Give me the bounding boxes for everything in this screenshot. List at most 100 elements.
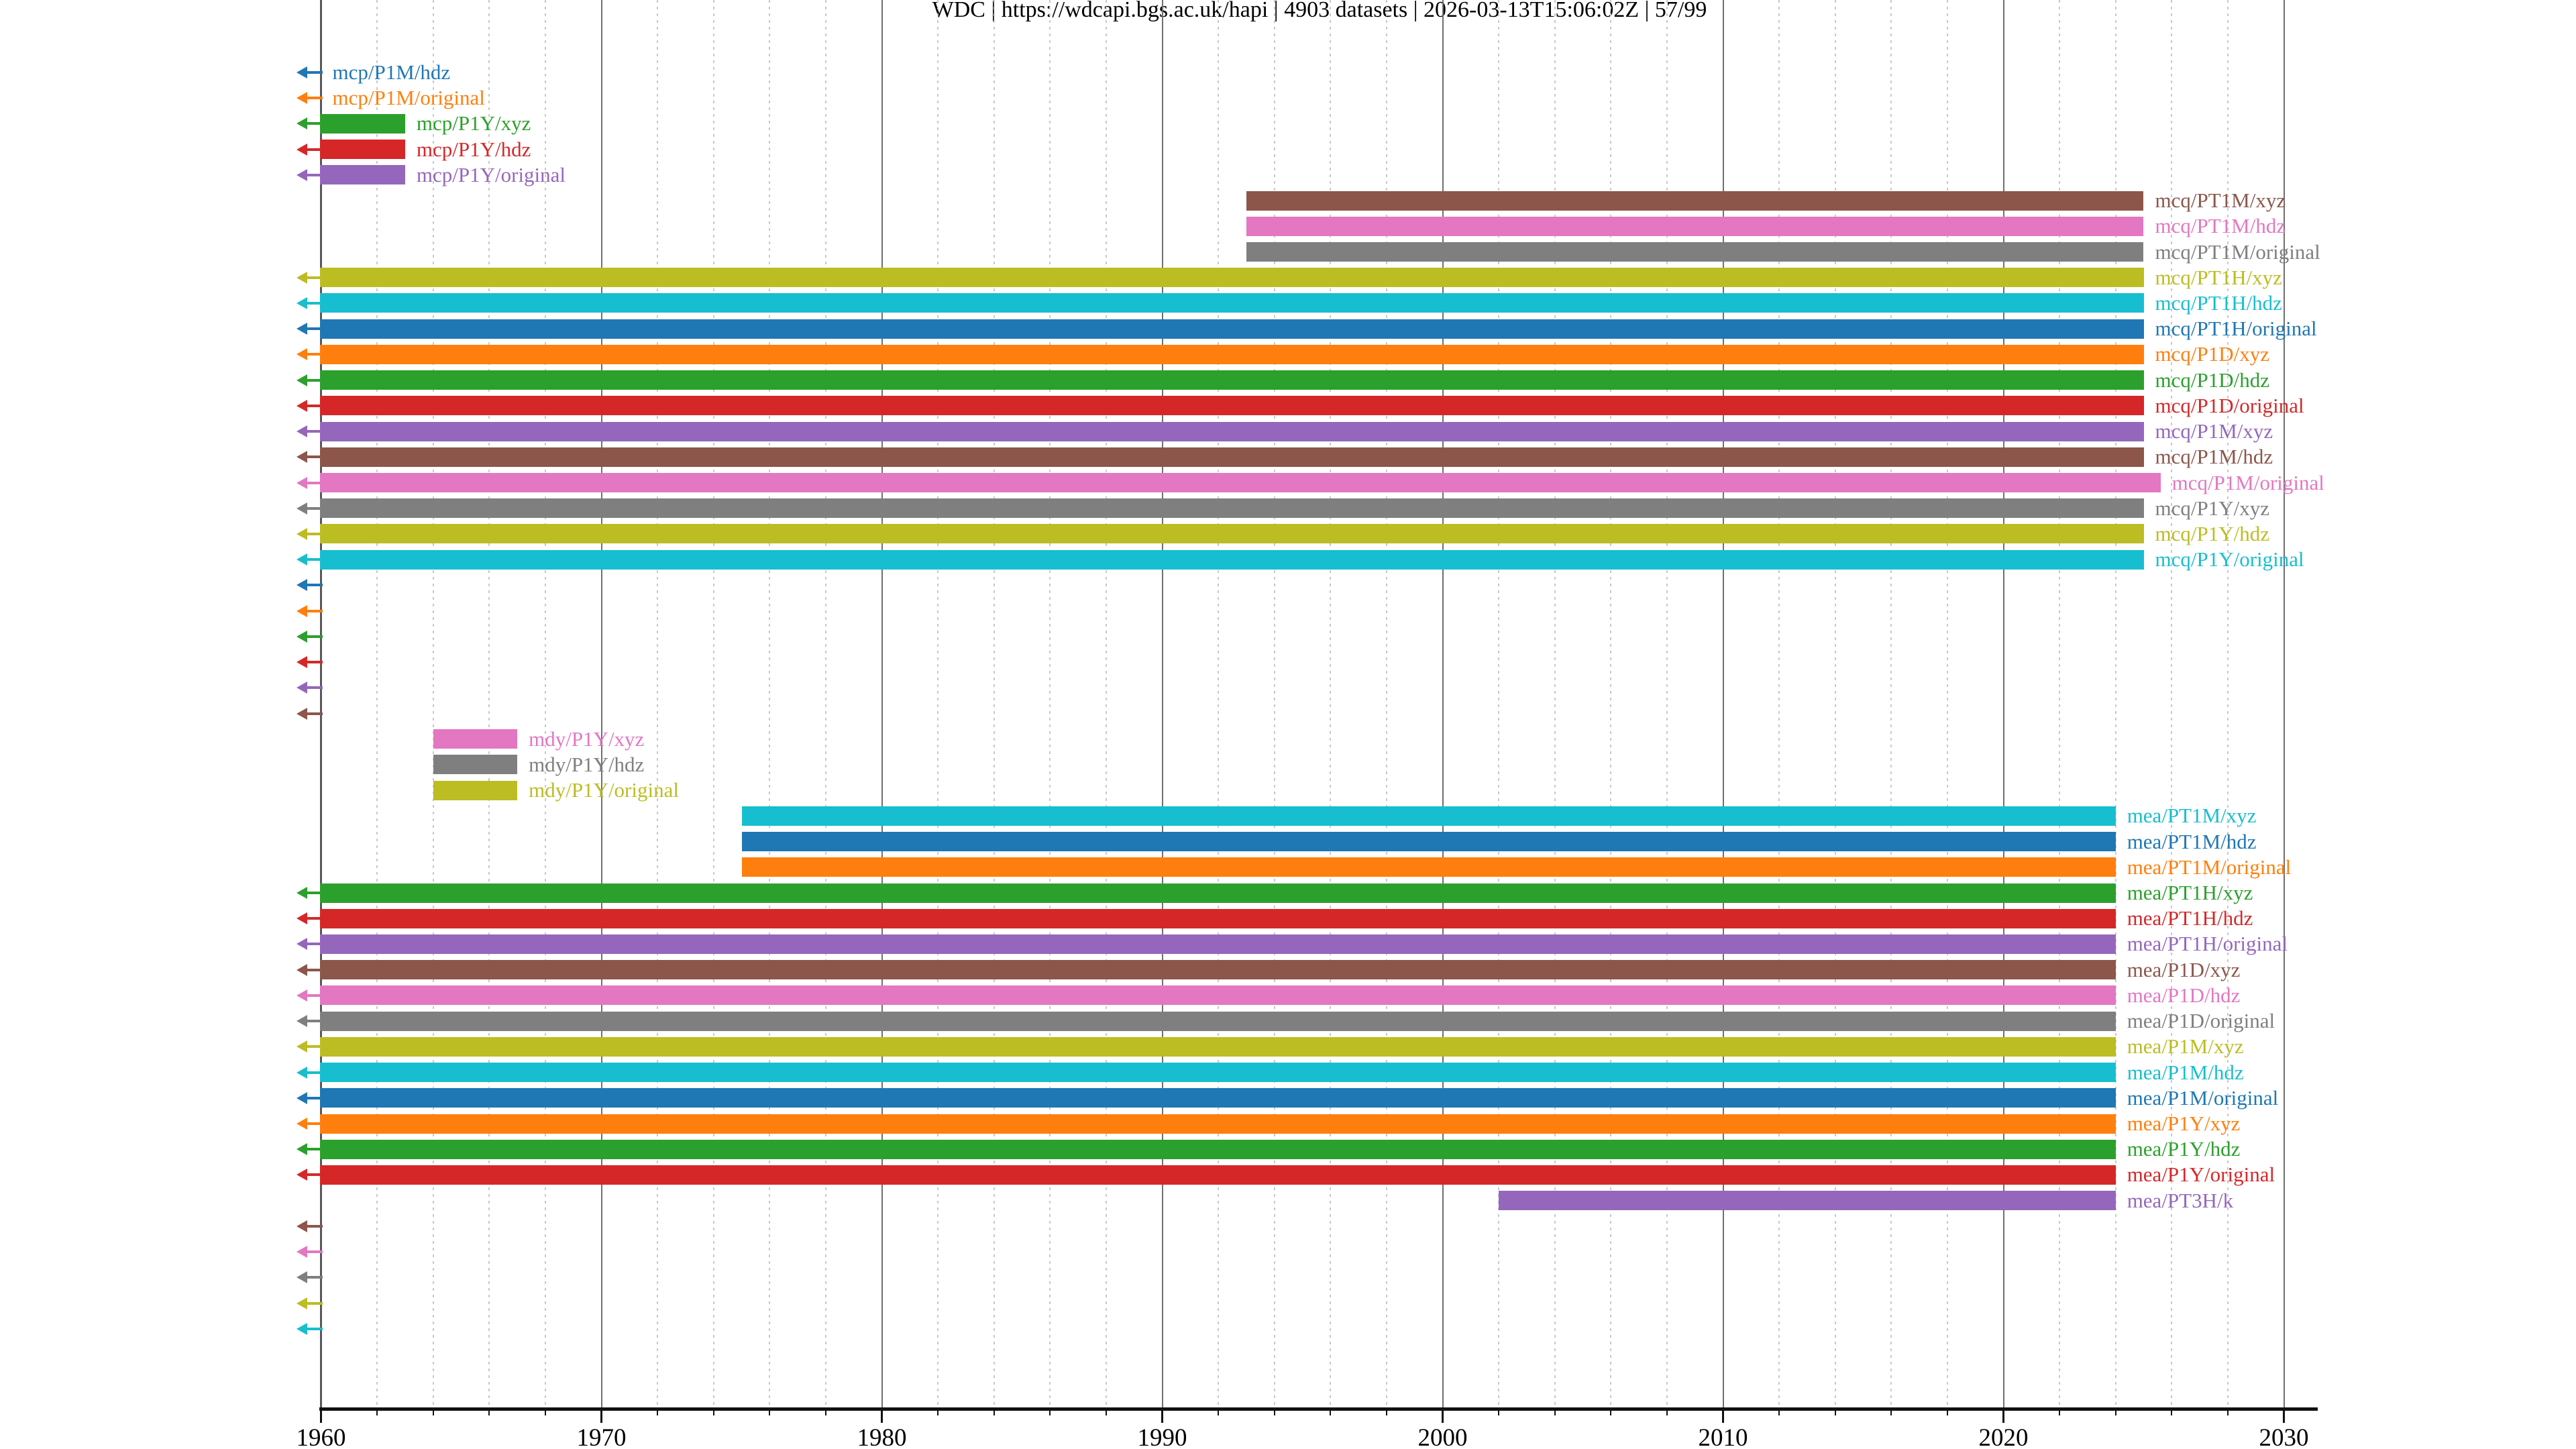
dataset-label: mcq/P1Y/original <box>2155 547 2304 572</box>
gridline-minor <box>2114 0 2116 1407</box>
left-arrow-icon <box>306 1045 323 1049</box>
dataset-bar <box>319 1088 2116 1108</box>
dataset-label: mea/P1Y/xyz <box>2127 1112 2241 1136</box>
axis-tick-minor <box>1554 1407 1556 1415</box>
dataset-label: mcq/P1M/hdz <box>2155 445 2273 469</box>
axis-tick-minor <box>657 1407 659 1415</box>
left-arrow-icon <box>306 173 323 176</box>
chart-title: WDC | https://wdcapi.bgs.ac.uk/hapi | 49… <box>932 0 1707 22</box>
dataset-label: mcq/P1M/xyz <box>2155 419 2273 443</box>
gridline-minor <box>1273 0 1275 1407</box>
axis-tick-minor <box>1385 1407 1387 1415</box>
gridline-major <box>2002 0 2004 1407</box>
axis-tick-minor <box>1666 1407 1668 1415</box>
left-arrow-icon <box>306 1276 323 1279</box>
dataset-bar <box>319 1114 2116 1134</box>
axis-tick-label: 2030 <box>2259 1424 2309 1449</box>
gridline-minor <box>1105 0 1107 1407</box>
axis-tick-major <box>600 1407 602 1423</box>
axis-tick-minor <box>488 1407 490 1415</box>
left-arrow-icon <box>297 271 307 284</box>
dataset-label: mea/P1Y/original <box>2127 1163 2275 1187</box>
dataset-label: mcq/P1Y/xyz <box>2155 496 2270 520</box>
gridline-minor <box>2226 0 2229 1407</box>
dataset-label: mea/PT3H/k <box>2127 1188 2234 1212</box>
left-arrow-icon <box>306 1020 323 1023</box>
left-arrow-icon <box>306 481 323 484</box>
left-arrow-icon <box>297 1246 307 1258</box>
left-arrow-icon <box>306 943 323 946</box>
axis-tick-minor <box>1105 1407 1107 1415</box>
dataset-bar <box>319 396 2144 416</box>
left-arrow-icon <box>306 968 323 971</box>
left-arrow-icon <box>306 1224 323 1228</box>
axis-tick-minor <box>993 1407 995 1415</box>
dataset-bar <box>319 934 2116 954</box>
gridline-minor <box>376 0 378 1407</box>
dataset-bar <box>1246 242 2144 262</box>
gridline-minor <box>2171 0 2173 1407</box>
axis-tick-major <box>1442 1407 1444 1423</box>
left-arrow-icon <box>297 963 307 976</box>
dataset-bar <box>319 549 2144 570</box>
left-arrow-icon <box>306 301 323 305</box>
left-arrow-icon <box>306 661 323 664</box>
gridline-minor <box>993 0 995 1407</box>
dataset-bar <box>741 806 2116 826</box>
dataset-bar <box>1246 216 2144 236</box>
dataset-bar <box>319 319 2144 339</box>
dataset-label: mea/P1M/xyz <box>2127 1034 2244 1059</box>
axis-tick-label: 2010 <box>1698 1424 1748 1449</box>
axis-tick-minor <box>1218 1407 1220 1415</box>
dataset-bar <box>319 524 2144 544</box>
gridline-minor <box>1554 0 1556 1407</box>
dataset-bar <box>319 1139 2116 1159</box>
dataset-bar <box>319 140 405 160</box>
dataset-label: mea/PT1M/hdz <box>2127 829 2257 853</box>
dataset-bar <box>319 960 2116 980</box>
dataset-bar <box>433 780 518 800</box>
gridline-minor <box>712 0 714 1407</box>
dataset-label: mea/P1M/original <box>2127 1085 2279 1110</box>
axis-tick-major <box>320 1407 322 1423</box>
axis-tick-minor <box>1498 1407 1500 1415</box>
axis-tick-label: 1960 <box>296 1424 346 1449</box>
left-arrow-icon <box>306 353 323 356</box>
left-arrow-icon <box>306 97 323 100</box>
left-arrow-icon <box>297 348 307 361</box>
dataset-label: mea/PT1M/xyz <box>2127 804 2257 828</box>
left-arrow-icon <box>297 938 307 951</box>
gridline-minor <box>769 0 771 1407</box>
dataset-bar <box>319 985 2116 1006</box>
dataset-label: mea/PT1H/hdz <box>2127 906 2253 930</box>
axis-tick-major <box>2002 1407 2004 1423</box>
left-arrow-icon <box>297 168 307 181</box>
dataset-bar <box>319 1165 2116 1185</box>
left-arrow-icon <box>306 404 323 407</box>
dataset-bar <box>319 344 2144 364</box>
dataset-label: mea/P1D/xyz <box>2127 957 2241 981</box>
dataset-bar <box>741 832 2116 852</box>
left-arrow-icon <box>297 425 307 438</box>
dataset-label: mdy/P1Y/hdz <box>529 752 645 776</box>
axis-tick-label: 2000 <box>1417 1424 1468 1449</box>
dataset-bar <box>1499 1191 2116 1211</box>
axis-tick-minor <box>432 1407 434 1415</box>
dataset-bar <box>433 755 518 775</box>
axis-tick-minor <box>1273 1407 1275 1415</box>
axis-tick-minor <box>376 1407 378 1415</box>
axis-tick-major <box>1722 1407 1724 1423</box>
left-arrow-icon <box>306 892 323 895</box>
left-arrow-icon <box>306 276 323 279</box>
dataset-label: mcq/P1D/hdz <box>2155 368 2270 392</box>
left-arrow-icon <box>306 917 323 920</box>
dataset-label: mea/PT1H/xyz <box>2127 881 2253 905</box>
axis-tick-minor <box>1330 1407 1332 1415</box>
axis-tick-label: 1980 <box>857 1424 907 1449</box>
left-arrow-icon <box>306 1173 323 1177</box>
left-arrow-icon <box>297 630 307 643</box>
axis-tick-minor <box>769 1407 771 1415</box>
dataset-label: mcq/P1D/original <box>2155 393 2304 417</box>
left-arrow-icon <box>306 532 323 535</box>
left-arrow-icon <box>306 1148 323 1151</box>
